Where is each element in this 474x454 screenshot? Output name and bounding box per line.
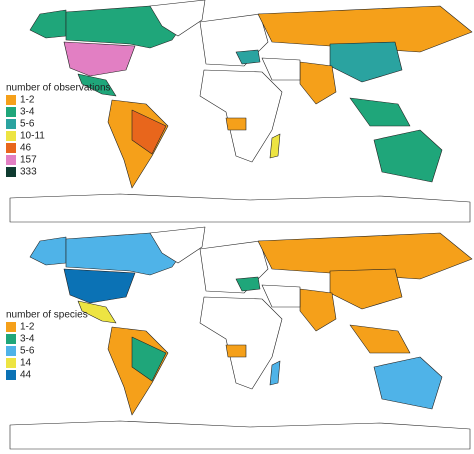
country [225,344,247,358]
country [373,356,443,410]
country [257,5,473,53]
country [225,117,247,131]
legend-title: number of observations [6,83,111,94]
legend-label: 5-6 [20,346,35,357]
country [373,129,443,183]
country [199,69,283,163]
country [77,300,117,324]
country [29,236,67,266]
legend-swatch [6,107,16,117]
legend-swatch [6,155,16,165]
country [261,57,301,81]
legend-swatch [6,334,16,344]
legend-label: 1-2 [20,95,35,106]
country [329,268,403,310]
country [269,360,281,386]
country [235,49,261,65]
legend-title: number of species [6,310,88,321]
country [63,41,136,77]
legend-label: 5-6 [20,119,35,130]
country [29,9,67,39]
country [261,284,301,308]
legend-swatch [6,119,16,129]
country [63,268,136,304]
country [9,420,471,450]
legend-label: 14 [20,358,32,369]
country [131,336,167,382]
country [149,0,206,37]
country [149,226,206,264]
legend-label: 10-11 [20,131,45,142]
legend-label: 3-4 [20,107,35,118]
country [77,73,117,97]
legend-swatch [6,346,16,356]
legend-label: 333 [20,167,37,178]
legend-label: 157 [20,155,37,166]
legend-swatch [6,167,16,177]
legend-swatch [6,358,16,368]
country [299,288,337,332]
country [269,133,281,159]
legend-swatch [6,322,16,332]
legend-swatch [6,131,16,141]
country [329,41,403,83]
country [235,276,261,292]
country [131,109,167,155]
legend-label: 44 [20,370,32,381]
country [257,232,473,280]
world-map: number of observations1-23-45-610-114615… [6,0,473,223]
country [199,296,283,390]
legend-swatch [6,95,16,105]
country [349,97,411,127]
legend-label: 3-4 [20,334,35,345]
legend-swatch [6,370,16,380]
country [299,61,337,105]
legend-swatch [6,143,16,153]
country [9,193,471,223]
country [349,324,411,354]
legend-label: 1-2 [20,322,35,333]
legend-label: 46 [20,143,32,154]
